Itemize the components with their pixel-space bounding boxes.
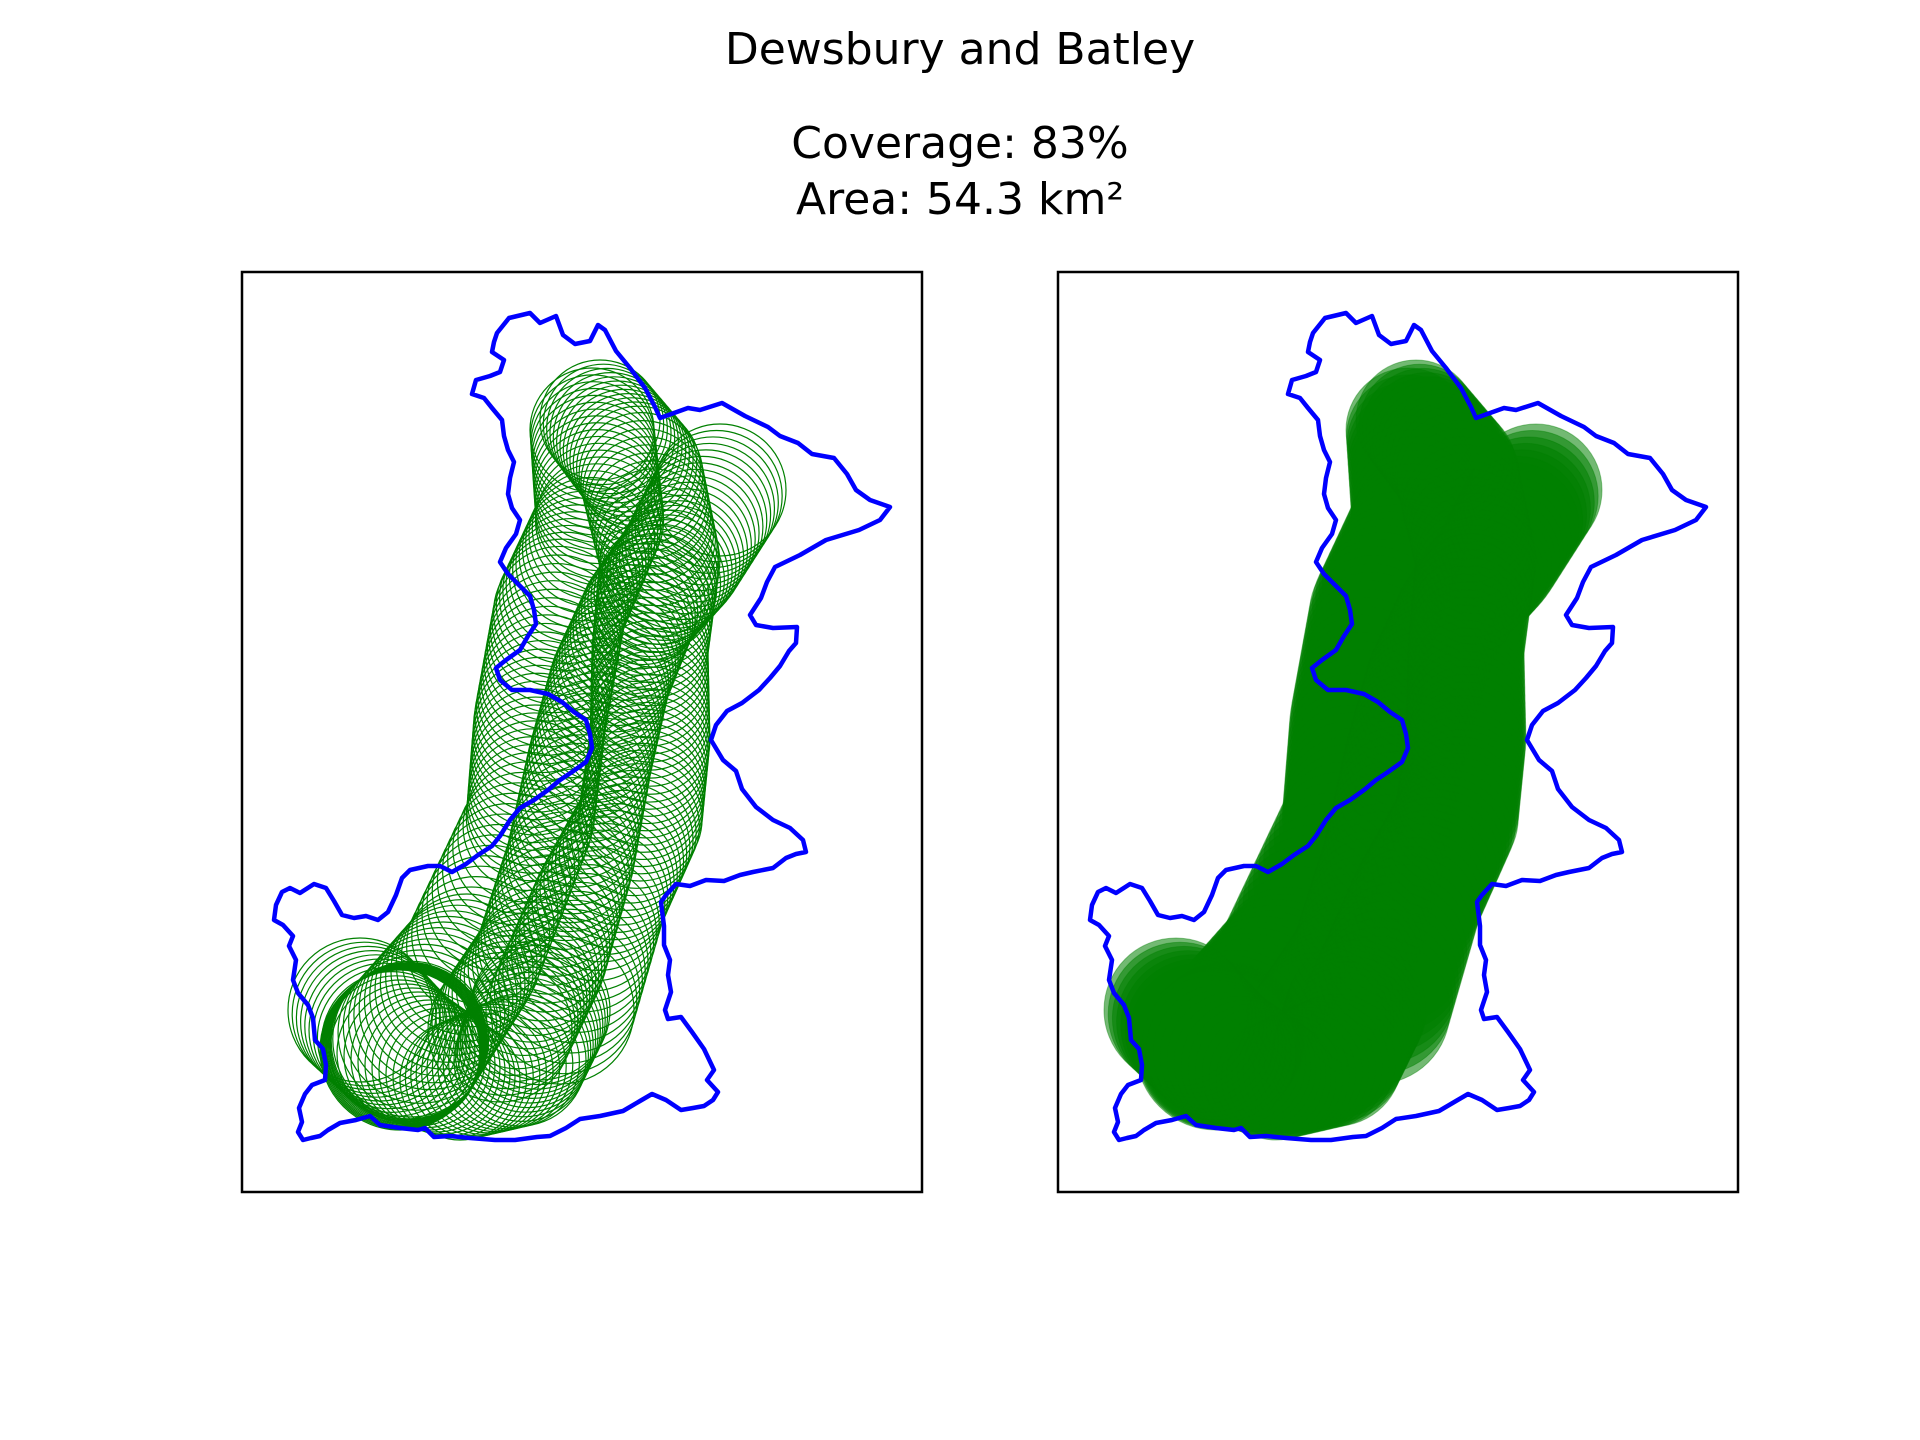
coverage-circle	[542, 644, 665, 768]
coverage-circle	[587, 542, 706, 662]
figure-title: Dewsbury and Batley	[725, 24, 1195, 75]
coverage-circle	[512, 504, 644, 636]
coverage-circle	[336, 983, 476, 1123]
coverage-circle	[442, 998, 574, 1130]
coverage-circle	[486, 854, 618, 986]
coverage-circle	[493, 917, 641, 1064]
coverage-circle	[431, 1003, 561, 1133]
coverage-circle	[509, 777, 638, 906]
coverage-circle	[549, 372, 672, 495]
coverage-circle	[295, 945, 441, 1091]
coverage-circle	[321, 970, 464, 1113]
coverage-circle	[546, 367, 668, 490]
coverage-circle	[498, 908, 644, 1054]
coverage-circle	[584, 547, 702, 666]
coverage-circle	[459, 971, 597, 1109]
coverage-circle	[543, 816, 675, 948]
coverage-circle	[304, 954, 448, 1098]
coverage-circle	[316, 966, 460, 1110]
panel-frame	[1056, 270, 1740, 1194]
coverage-circle	[518, 863, 657, 1002]
coverage-circle	[558, 789, 688, 919]
coverage-circle	[421, 1008, 548, 1135]
coverage-circle	[489, 926, 638, 1075]
coverage-circle	[325, 975, 467, 1117]
coverage-circles-filled	[1103, 359, 1603, 1141]
coverage-circle	[343, 987, 481, 1125]
coverage-circle	[556, 380, 679, 504]
coverage-circle	[554, 796, 685, 926]
coverage-circle	[350, 991, 486, 1127]
coverage-circle	[353, 938, 506, 1091]
coverage-circle	[399, 1019, 521, 1141]
map-panel-filled	[1056, 270, 1740, 1194]
coverage-circle	[287, 937, 433, 1083]
coverage-circle	[544, 637, 667, 761]
coverage-label: Coverage: 83%	[791, 118, 1128, 169]
coverage-circle	[577, 756, 703, 882]
coverage-circle	[329, 979, 471, 1121]
coverage-circle	[426, 1006, 554, 1134]
coverage-circle	[300, 949, 445, 1094]
coverage-circle	[578, 749, 704, 875]
coverage-circle	[569, 397, 694, 522]
coverage-circle	[308, 958, 452, 1102]
district-boundary	[271, 310, 893, 1143]
coverage-circle	[416, 855, 555, 994]
coverage-circle	[510, 881, 652, 1023]
coverage-circle	[415, 1011, 541, 1137]
coverage-circle	[502, 899, 646, 1044]
area-label: Area: 54.3 km²	[796, 174, 1124, 225]
coverage-circles-outline	[287, 359, 787, 1141]
district-boundary	[1087, 310, 1709, 1143]
coverage-circle	[562, 783, 691, 911]
panel-frame	[240, 270, 924, 1194]
map-panel-outline	[240, 270, 924, 1194]
coverage-circle	[547, 809, 678, 941]
coverage-circle	[448, 995, 581, 1128]
coverage-disc	[1103, 937, 1249, 1083]
coverage-circle	[332, 960, 490, 1118]
coverage-circle	[374, 915, 522, 1063]
coverage-circle	[291, 941, 437, 1087]
coverage-circle	[463, 960, 602, 1099]
coverage-circle	[342, 949, 498, 1104]
coverage-circle	[437, 1001, 567, 1131]
coverage-circle	[552, 376, 676, 499]
coverage-circle	[523, 855, 660, 992]
coverage-circle	[531, 837, 666, 972]
coverage-circle	[371, 1003, 501, 1133]
coverage-circle	[580, 552, 699, 670]
coverage-circle	[534, 672, 659, 796]
coverage-circle	[559, 384, 683, 508]
